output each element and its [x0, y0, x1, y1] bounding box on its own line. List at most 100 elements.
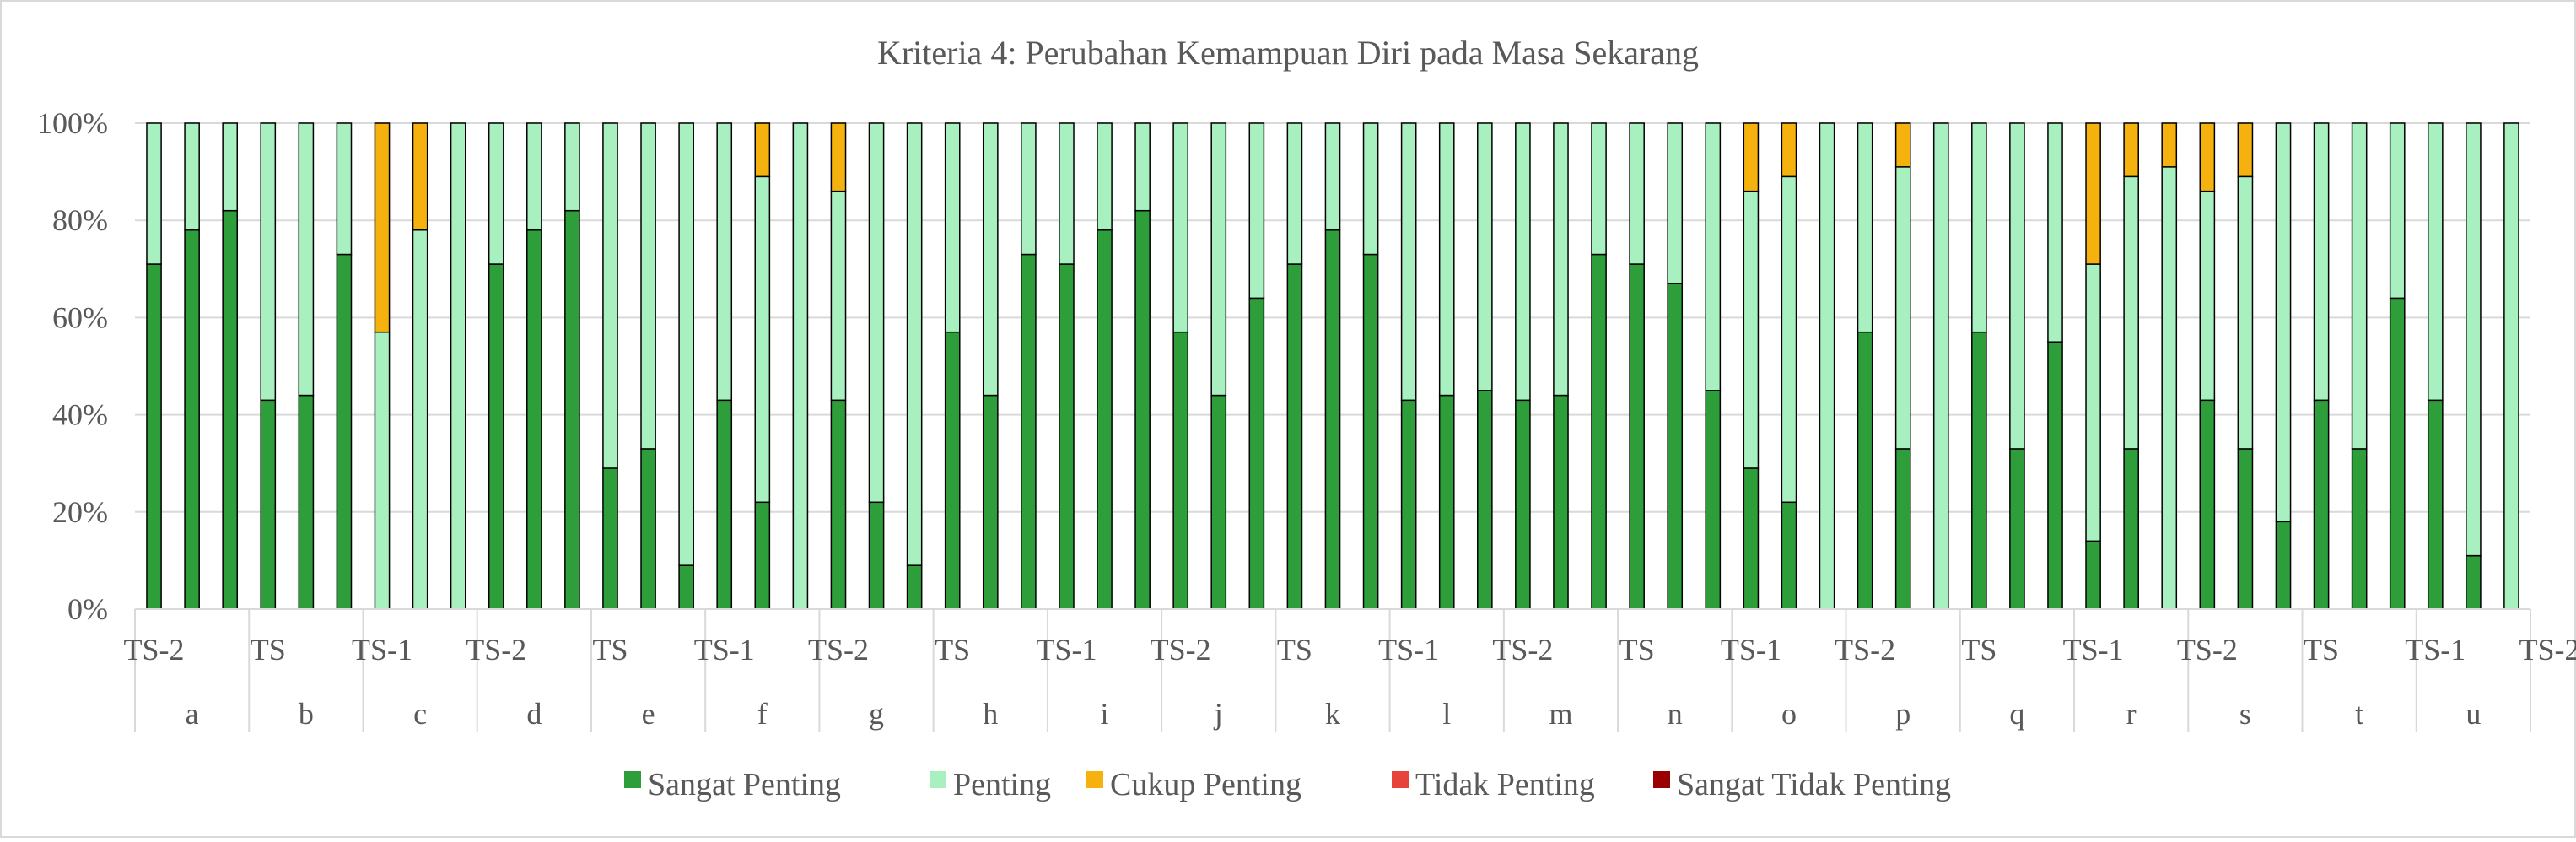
bar-segment [2313, 399, 2330, 610]
group-label: p [1895, 697, 1910, 731]
bar-segment [1438, 394, 1455, 610]
bar-segment [184, 229, 200, 610]
x-tick-label: TS-1 [694, 633, 755, 667]
bar-segment [1743, 190, 1760, 469]
bar-segment [2199, 190, 2216, 402]
legend-label: Sangat Penting [648, 767, 841, 802]
bar-segment [2161, 122, 2178, 168]
bar-segment [1894, 166, 1911, 450]
category-axis [134, 608, 2531, 732]
group-label: d [526, 697, 542, 731]
group-label: l [1442, 697, 1451, 731]
bar-segment [754, 501, 771, 610]
bar-segment [2466, 122, 2482, 557]
legend-label: Tidak Penting [1415, 767, 1595, 802]
bar-segment [1894, 122, 1911, 168]
legend-label: Sangat Tidak Penting [1677, 767, 1951, 802]
bar-segment [1059, 263, 1075, 610]
bar-segment [1400, 399, 1417, 610]
group-label: b [299, 697, 314, 731]
legend-swatch [1392, 771, 1409, 788]
bar-segment [716, 122, 733, 402]
bar-segment [1059, 122, 1075, 265]
bar-segment [1894, 448, 1911, 610]
x-tick-label: TS [935, 633, 970, 667]
bar-segment [792, 122, 809, 610]
group-label: n [1668, 697, 1683, 731]
bar-segment [2047, 341, 2063, 610]
bar-segment [374, 122, 391, 333]
bar-segment [2275, 521, 2292, 610]
group-label: k [1325, 697, 1340, 731]
bar-segment [1743, 122, 1760, 192]
bar-segment [868, 122, 885, 504]
y-tick-label: 80% [52, 203, 108, 237]
bar-segment [2427, 122, 2444, 402]
bar-segment [678, 564, 694, 610]
legend-swatch [1653, 771, 1670, 788]
bar-segment [298, 394, 315, 610]
bar-segment [2199, 122, 2216, 192]
x-tick-label: TS [592, 633, 628, 667]
bar-segment [1781, 501, 1797, 610]
bar-segment [2123, 175, 2139, 450]
x-tick-label: TS-2 [2519, 633, 2576, 667]
bar-segment [146, 122, 162, 265]
bar-segment [260, 122, 277, 402]
bar-segment [1286, 122, 1303, 265]
x-axis-tick-labels: TS-2 TS TS-1 TS-2 TS TS-1 TS-2 TS TS-1 TS-2 TS TS-1… [124, 633, 2576, 667]
bar-segment [1819, 122, 1835, 610]
bar-segment [944, 122, 961, 333]
x-tick-label: TS [1277, 633, 1312, 667]
group-label: c [413, 697, 427, 731]
bar-segment [868, 501, 885, 610]
bar-segment [2503, 122, 2519, 610]
bar-segment [2161, 166, 2178, 610]
bar-segment [1210, 394, 1227, 610]
bar-segment [336, 122, 353, 256]
bar-segment [1477, 122, 1493, 391]
group-label: e [642, 697, 655, 731]
legend-label: Cukup Penting [1110, 767, 1301, 802]
bar-segment [1667, 122, 1684, 284]
group-label: u [2466, 697, 2481, 731]
bar-segment [2389, 122, 2406, 300]
bar-segment [2237, 448, 2254, 610]
bar-segment [1629, 122, 1645, 265]
legend-swatch [1086, 771, 1103, 788]
bar-segment [2427, 399, 2444, 610]
group-label: h [983, 697, 998, 731]
x-tick-label: TS [1961, 633, 1997, 667]
bar-segment [1097, 229, 1113, 610]
bar-segment [1362, 122, 1379, 256]
bar-segment [830, 399, 847, 610]
bar-segment [450, 122, 466, 610]
bar-segment [564, 122, 580, 212]
x-tick-label: TS-2 [2177, 633, 2238, 667]
bar-segment [1743, 467, 1760, 610]
y-tick-label: 60% [52, 300, 108, 334]
bar-segment [1591, 122, 1607, 256]
bar-segment [1172, 331, 1188, 610]
bar-segment [1134, 209, 1151, 610]
bar-segment [1400, 122, 1417, 402]
bar-segment [1248, 297, 1265, 610]
bar-segment [678, 122, 694, 566]
bar-segment [184, 122, 200, 231]
bar-segment [2085, 263, 2101, 542]
bar-segment [1324, 229, 1341, 610]
x-tick-label: TS-1 [352, 633, 412, 667]
x-tick-label: TS [2304, 633, 2339, 667]
bar-segment [1971, 122, 1987, 333]
x-tick-label: TS [1619, 633, 1655, 667]
bar-segment [716, 399, 733, 610]
group-label: m [1549, 697, 1572, 731]
legend-swatch [624, 771, 641, 788]
bar-segment [1705, 390, 1722, 610]
bar-segment [2275, 122, 2292, 523]
bar-segment [488, 263, 504, 610]
bar-segment [1971, 331, 1987, 610]
y-tick-label: 20% [52, 495, 108, 529]
bar-segment [1021, 122, 1037, 256]
bar-segment [754, 122, 771, 178]
